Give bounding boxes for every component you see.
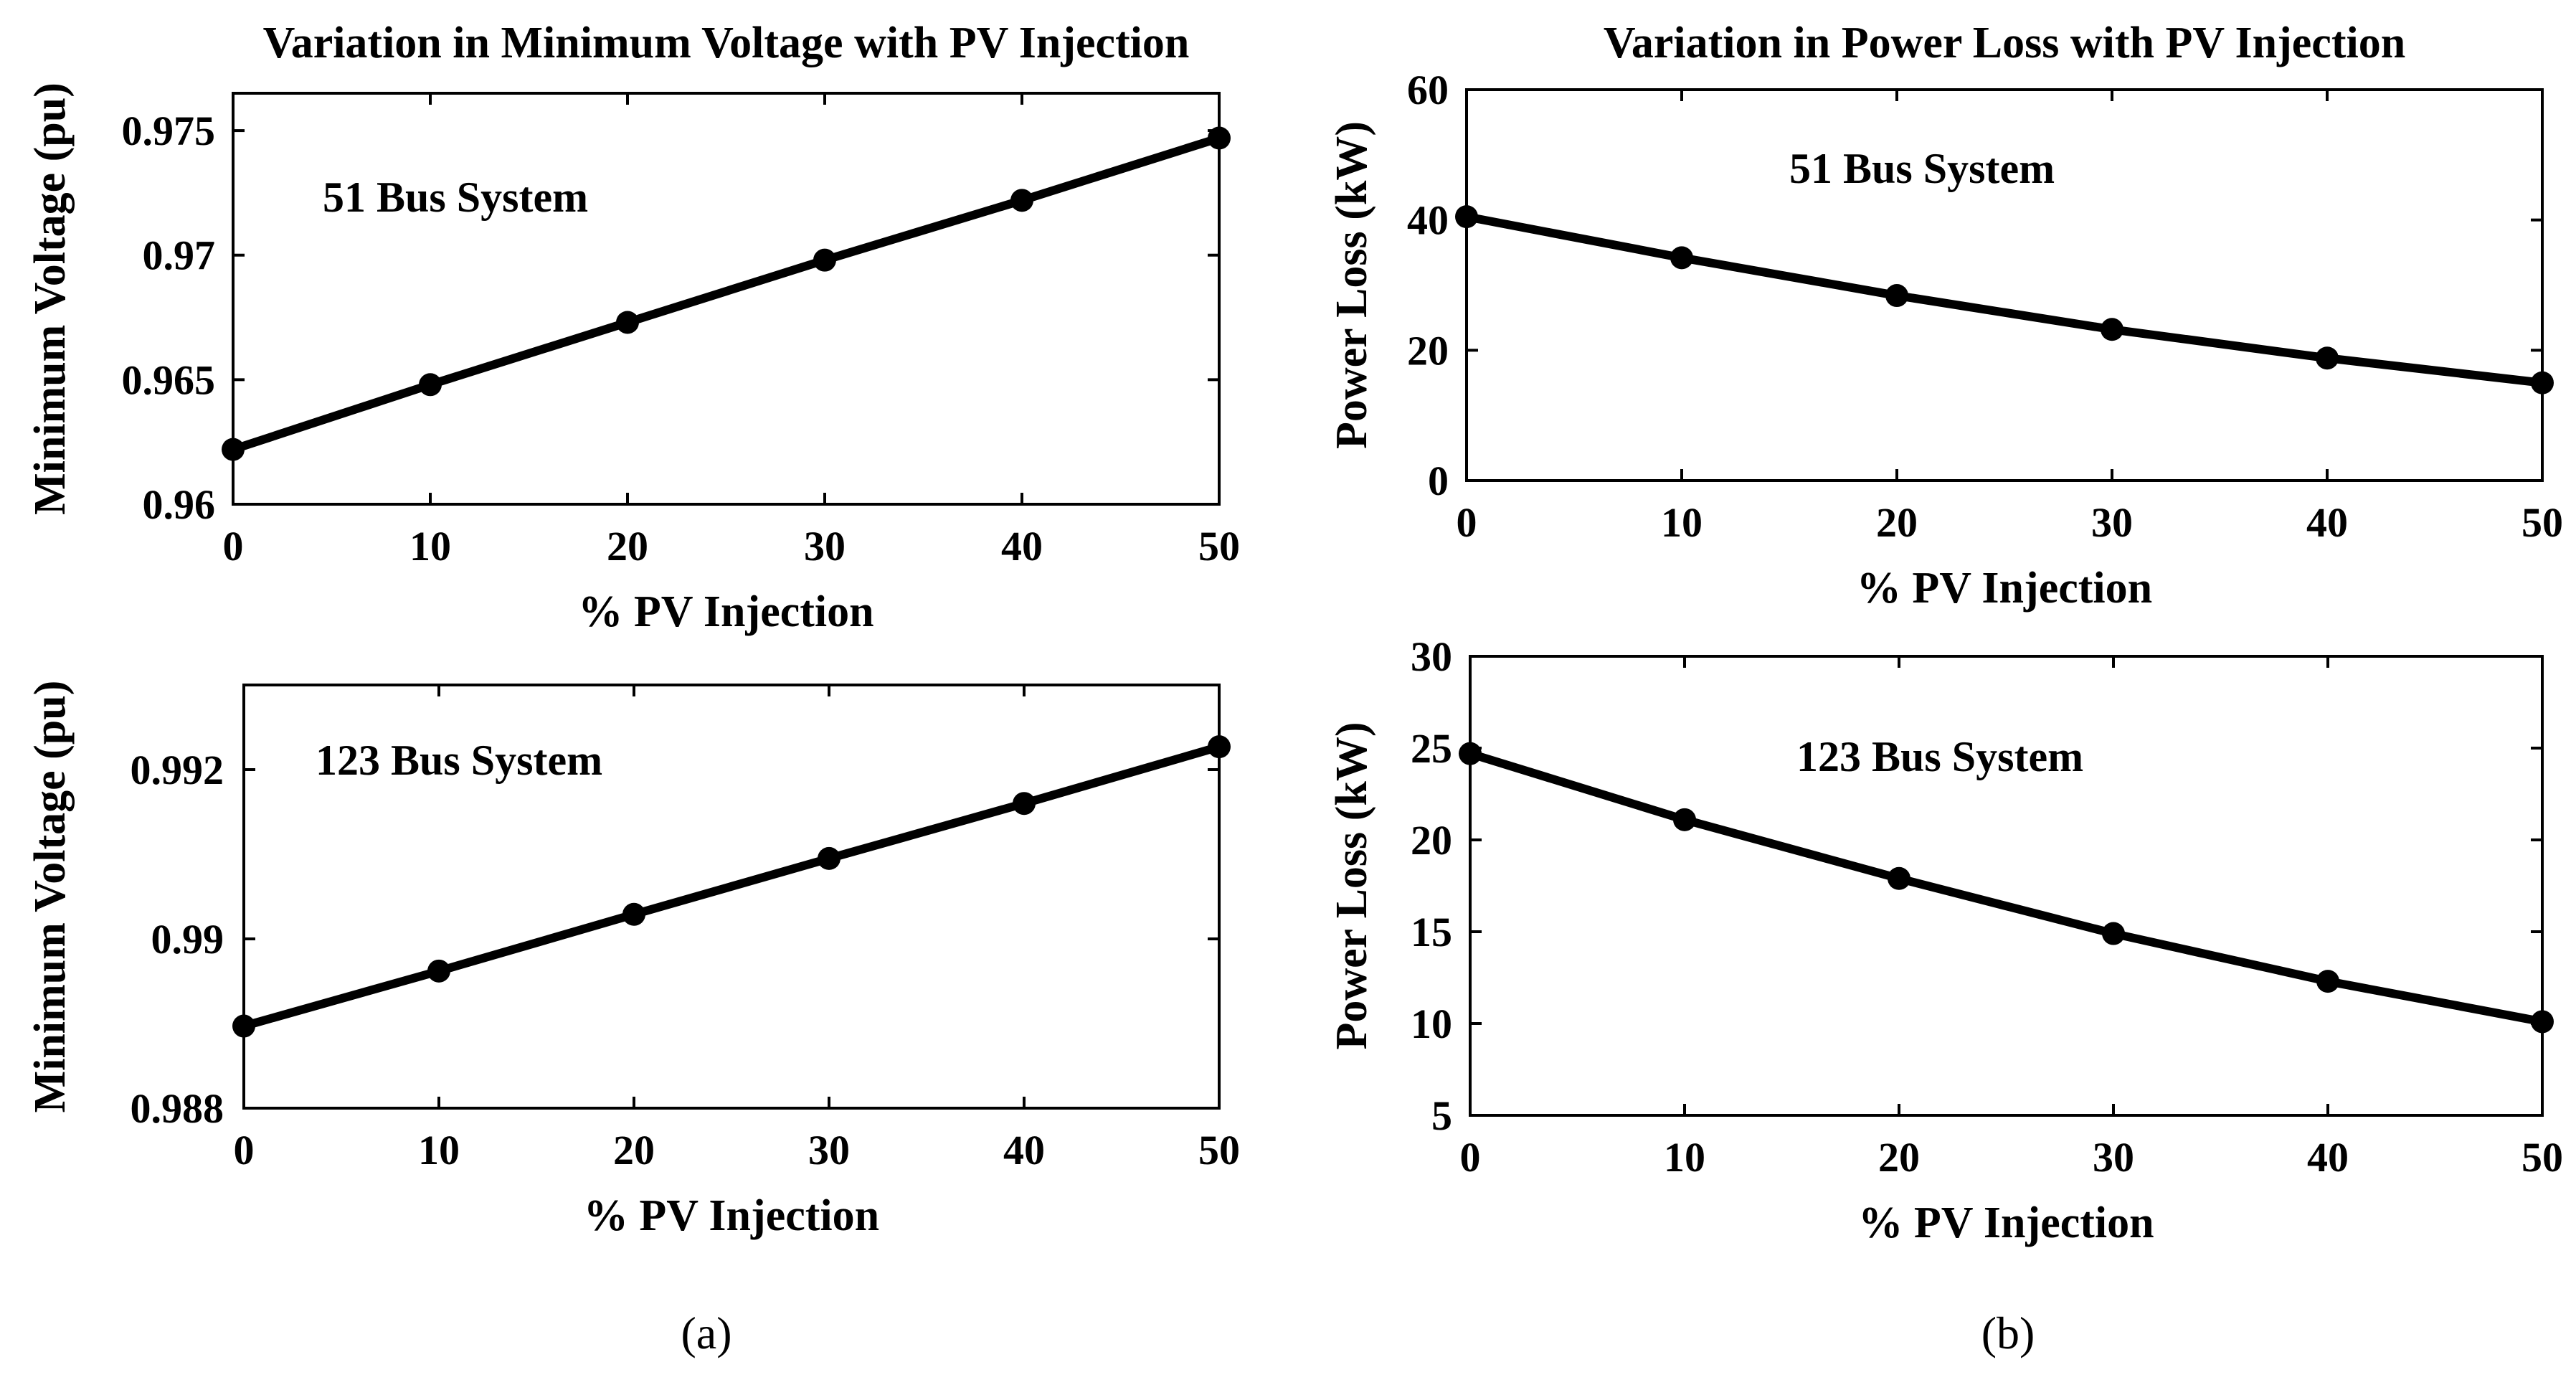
x-tick-label: 0 bbox=[223, 523, 244, 570]
data-point bbox=[222, 438, 245, 461]
system-annotation: 123 Bus System bbox=[1796, 733, 2083, 780]
data-point bbox=[1888, 866, 1910, 890]
y-tick-label: 20 bbox=[1407, 327, 1449, 374]
axes-box bbox=[232, 92, 1221, 506]
x-tick-label: 0 bbox=[1457, 499, 1477, 546]
x-tick-label: 40 bbox=[2306, 499, 2348, 546]
data-point bbox=[616, 311, 639, 334]
axes-box bbox=[1465, 88, 2544, 482]
x-tick-label: 50 bbox=[1198, 1127, 1240, 1173]
x-tick-label: 30 bbox=[2091, 499, 2133, 546]
y-axis-label: Power Loss (kW) bbox=[1327, 121, 1376, 449]
data-point bbox=[1673, 808, 1696, 831]
data-point bbox=[1013, 792, 1036, 816]
y-tick-label: 25 bbox=[1411, 725, 1452, 772]
x-tick-label: 50 bbox=[1198, 523, 1240, 570]
y-axis-label: Minimum Voltage (pu) bbox=[26, 82, 75, 515]
x-axis-label: % PV Injection bbox=[584, 1191, 879, 1240]
data-point bbox=[1208, 126, 1231, 150]
data-point bbox=[622, 902, 645, 926]
x-tick-label: 10 bbox=[1664, 1134, 1705, 1181]
series-line bbox=[1462, 212, 2547, 387]
y-tick-label: 0.96 bbox=[143, 481, 216, 528]
y-tick-label: 0.988 bbox=[131, 1085, 224, 1132]
y-tick-label: 0.99 bbox=[151, 916, 224, 963]
x-tick-label: 20 bbox=[613, 1127, 655, 1173]
chart-power-loss-51-bus: Variation in Power Loss with PV Injectio… bbox=[1327, 19, 2563, 613]
chart-title: Variation in Power Loss with PV Injectio… bbox=[1604, 19, 2405, 67]
data-point bbox=[2316, 970, 2339, 993]
data-point bbox=[1208, 735, 1231, 759]
panel-label-a: (a) bbox=[681, 1308, 731, 1358]
data-point bbox=[2531, 1010, 2554, 1034]
y-tick-label: 40 bbox=[1407, 197, 1449, 244]
axes-box bbox=[242, 684, 1221, 1110]
x-tick-label: 30 bbox=[808, 1127, 850, 1173]
y-tick-label: 0.965 bbox=[122, 356, 216, 403]
data-point bbox=[813, 248, 836, 272]
y-tick-label: 5 bbox=[1431, 1092, 1452, 1139]
data-point bbox=[2316, 346, 2339, 370]
x-tick-label: 20 bbox=[607, 523, 648, 570]
data-point bbox=[232, 1014, 255, 1038]
system-annotation: 51 Bus System bbox=[323, 174, 588, 221]
y-tick-label: 15 bbox=[1411, 909, 1452, 955]
x-axis-label: % PV Injection bbox=[1857, 564, 2152, 613]
data-point bbox=[2531, 371, 2554, 394]
data-point bbox=[1885, 284, 1908, 308]
x-tick-label: 40 bbox=[1003, 1127, 1045, 1173]
chart-min-voltage-123-bus: 0 10 20 30 40 50 0.988 0.99 0.992 % PV Injection M… bbox=[26, 681, 1240, 1240]
y-axis-label: Power Loss (kW) bbox=[1327, 722, 1376, 1050]
x-tick-label: 10 bbox=[418, 1127, 460, 1173]
data-point bbox=[1670, 246, 1693, 270]
x-tick-label: 10 bbox=[1661, 499, 1703, 546]
data-point bbox=[2102, 922, 2125, 945]
x-tick-label: 10 bbox=[409, 523, 451, 570]
x-tick-label: 0 bbox=[234, 1127, 255, 1173]
x-tick-label: 30 bbox=[2093, 1134, 2134, 1181]
y-axis-label: Minimum Voltage (pu) bbox=[26, 681, 75, 1113]
axes-box bbox=[1469, 655, 2544, 1117]
x-tick-label: 30 bbox=[804, 523, 846, 570]
x-tick-label: 20 bbox=[1876, 499, 1918, 546]
y-tick-label: 0.97 bbox=[143, 232, 216, 279]
x-tick-label: 50 bbox=[2521, 499, 2563, 546]
y-tick-label: 20 bbox=[1411, 817, 1452, 864]
panel-label-b: (b) bbox=[1981, 1308, 2035, 1358]
series-line bbox=[240, 742, 1223, 1031]
data-point bbox=[2101, 318, 2123, 341]
y-tick-label: 0.992 bbox=[131, 747, 224, 793]
data-point bbox=[427, 959, 450, 983]
system-annotation: 51 Bus System bbox=[1789, 145, 2055, 192]
x-tick-label: 20 bbox=[1878, 1134, 1920, 1181]
series-line bbox=[229, 133, 1223, 454]
y-tick-label: 30 bbox=[1411, 633, 1452, 680]
data-point bbox=[1010, 189, 1033, 212]
chart-power-loss-123-bus: 0 10 20 30 40 50 5 10 15 20 25 30 % PV Injection Powe… bbox=[1327, 633, 2563, 1247]
chart-min-voltage-51-bus: Variation in Minimum Voltage with PV Inj… bbox=[26, 19, 1240, 636]
data-point bbox=[818, 846, 840, 870]
x-axis-label: % PV Injection bbox=[1858, 1199, 2154, 1247]
data-point bbox=[1455, 205, 1478, 229]
x-tick-label: 40 bbox=[1001, 523, 1043, 570]
y-tick-label: 60 bbox=[1407, 67, 1449, 113]
x-axis-label: % PV Injection bbox=[578, 587, 873, 636]
x-tick-label: 40 bbox=[2307, 1134, 2349, 1181]
chart-title: Variation in Minimum Voltage with PV Inj… bbox=[263, 19, 1190, 67]
series-line bbox=[1466, 749, 2547, 1026]
data-point bbox=[419, 373, 442, 397]
x-tick-label: 0 bbox=[1460, 1134, 1481, 1181]
system-annotation: 123 Bus System bbox=[316, 737, 602, 784]
y-tick-label: 0.975 bbox=[122, 108, 216, 154]
y-tick-label: 0 bbox=[1428, 458, 1449, 504]
data-point bbox=[1459, 742, 1482, 765]
y-tick-label: 10 bbox=[1411, 1001, 1452, 1047]
x-tick-label: 50 bbox=[2521, 1134, 2563, 1181]
